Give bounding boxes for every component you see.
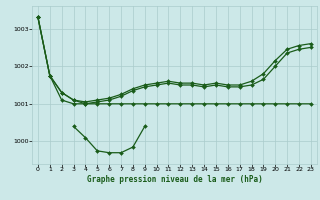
X-axis label: Graphe pression niveau de la mer (hPa): Graphe pression niveau de la mer (hPa) — [86, 175, 262, 184]
